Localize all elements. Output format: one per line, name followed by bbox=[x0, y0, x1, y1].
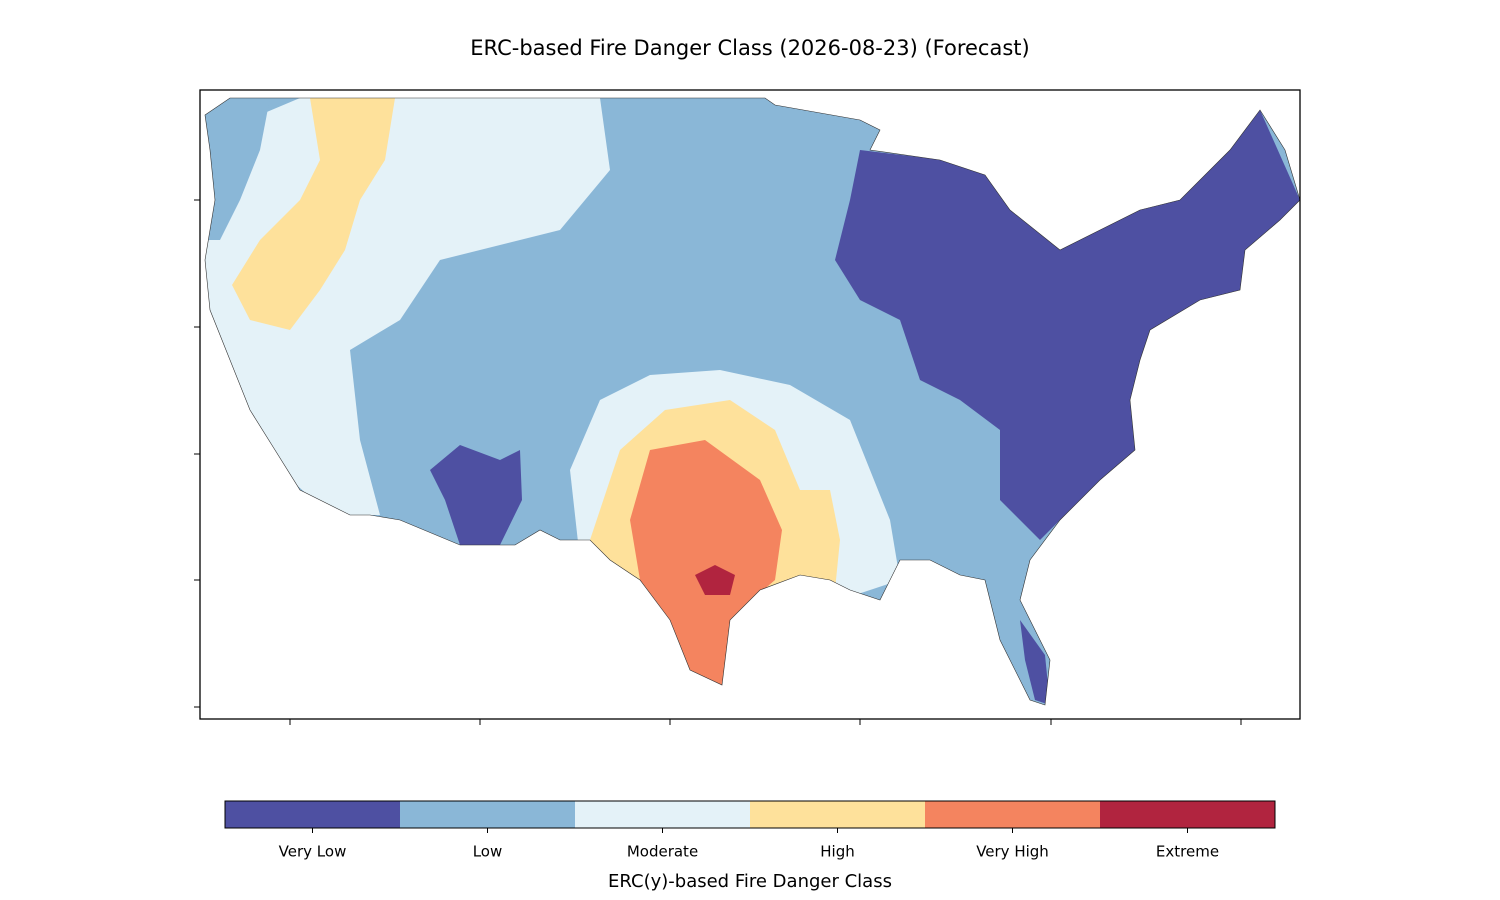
colorbar-segment bbox=[750, 801, 926, 828]
region bbox=[232, 98, 395, 330]
axis-ticks bbox=[194, 199, 1242, 725]
region bbox=[1020, 620, 1050, 705]
region bbox=[205, 98, 270, 240]
region bbox=[430, 445, 522, 545]
colorbar-segment bbox=[400, 801, 576, 828]
colorbar-tick-label: Very High bbox=[976, 843, 1049, 861]
colorbar-segment bbox=[225, 801, 401, 828]
map bbox=[205, 98, 1300, 705]
colorbar-segment bbox=[925, 801, 1101, 828]
colorbar-segment bbox=[575, 801, 751, 828]
chart-title: ERC-based Fire Danger Class (2026-08-23)… bbox=[470, 36, 1029, 60]
colorbar-tick-label: Moderate bbox=[627, 843, 698, 861]
colorbar-tick-label: High bbox=[820, 843, 854, 861]
colorbar-tick-label: Extreme bbox=[1156, 843, 1219, 861]
map-frame bbox=[199, 89, 1301, 720]
colorbar: Very Low Low Moderate High Very High Extreme bbox=[224, 800, 1276, 861]
colorbar-tick-label: Low bbox=[473, 843, 503, 861]
region bbox=[630, 440, 782, 690]
region bbox=[695, 565, 735, 595]
region bbox=[835, 110, 1300, 540]
colorbar-segment bbox=[1100, 801, 1276, 828]
colorbar-frame bbox=[224, 800, 1276, 829]
colorbar-label: ERC(y)-based Fire Danger Class bbox=[608, 871, 892, 892]
colorbar-tick-label: Very Low bbox=[279, 843, 347, 861]
